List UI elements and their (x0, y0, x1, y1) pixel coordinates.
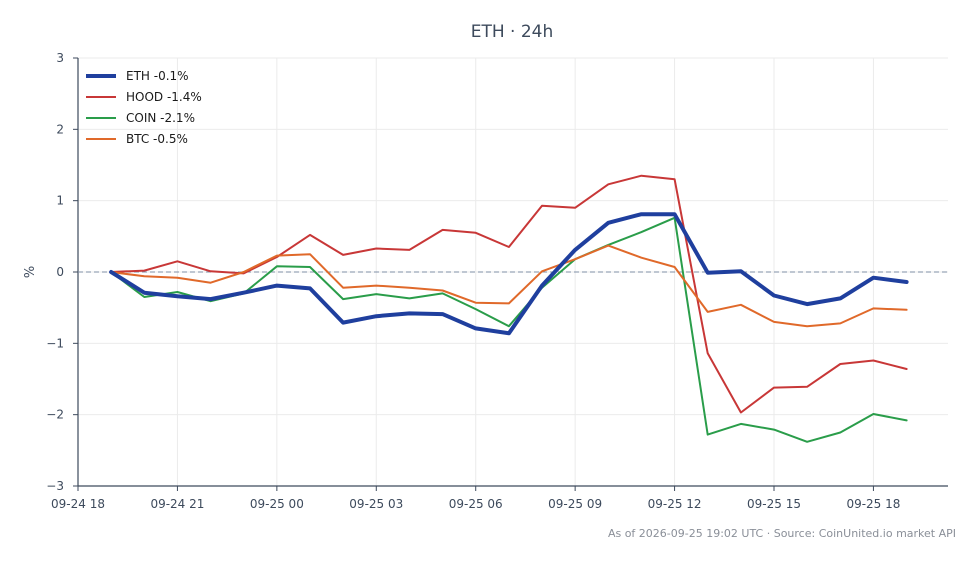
legend-label: ETH -0.1% (126, 69, 189, 83)
y-tick-label: 3 (56, 51, 64, 65)
y-tick-label: 0 (56, 265, 64, 279)
y-tick-label: 1 (56, 194, 64, 208)
legend-label: COIN -2.1% (126, 111, 195, 125)
x-tick-label: 09-24 18 (51, 497, 105, 511)
x-tick-label: 09-25 12 (648, 497, 702, 511)
legend-label: HOOD -1.4% (126, 90, 202, 104)
series-line-eth (109, 212, 909, 336)
x-tick-label: 09-25 06 (449, 497, 503, 511)
series-lines (109, 174, 909, 443)
y-tick-label: −3 (46, 479, 64, 493)
axis-ticks: 09-24 18 09-24 21 09-25 00 09-25 03 09-25 06… (46, 51, 900, 511)
x-tick-label: 09-25 00 (250, 497, 304, 511)
legend: ETH -0.1% HOOD -1.4% COIN -2.1% BTC -0.5% (86, 69, 202, 146)
series-line-hood (110, 174, 908, 414)
x-tick-label: 09-25 09 (548, 497, 602, 511)
x-tick-label: 09-25 03 (349, 497, 403, 511)
y-tick-label: −1 (46, 336, 64, 350)
x-tick-label: 09-24 21 (150, 497, 204, 511)
x-tick-label: 09-25 18 (846, 497, 900, 511)
series-line-coin (110, 216, 908, 443)
legend-label: BTC -0.5% (126, 132, 188, 146)
x-tick-label: 09-25 15 (747, 497, 801, 511)
y-tick-label: 2 (56, 122, 64, 136)
y-tick-label: −2 (46, 408, 64, 422)
y-axis-label: % (23, 266, 38, 278)
series-line-btc (110, 244, 908, 328)
footer-note: As of 2026-09-25 19:02 UTC · Source: Coi… (607, 527, 956, 540)
chart-title: ETH · 24h (471, 22, 554, 42)
